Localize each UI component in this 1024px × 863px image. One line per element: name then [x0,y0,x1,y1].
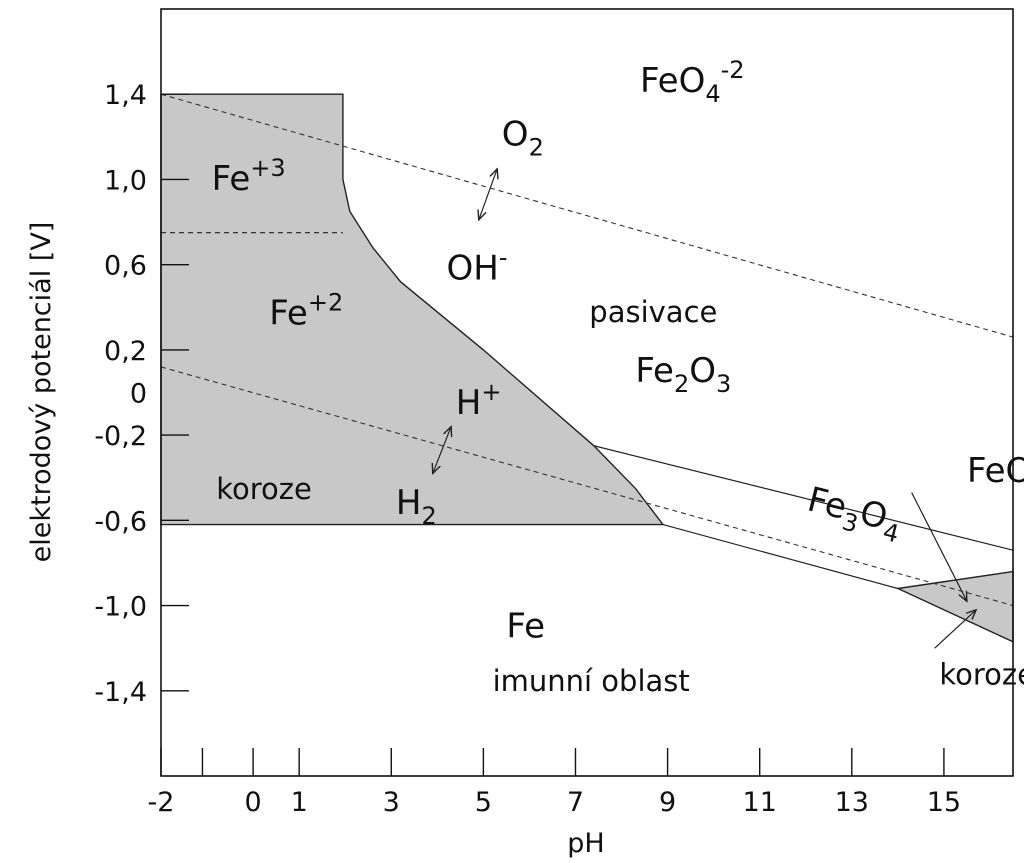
label-hplus: H+ [456,378,502,423]
y-tick-label: -1,0 [94,592,147,623]
label-fe3: Fe+3 [212,154,286,199]
h2-arrow [433,427,451,474]
region-labels: Fe+3 Fe+2 koroze O2 OH- H+ H2 FeO4-2 pasivace Fe2… [212,56,1024,698]
koroze2-arrow [934,610,976,649]
y-tick-label: 0,2 [104,336,147,367]
x-tick-label: 1 [291,787,308,818]
y-tick-label: -1,4 [94,677,147,708]
boundary-line [662,524,899,590]
x-tick-label: -2 [148,787,175,818]
feo2h-arrow [911,492,967,602]
ticks: -2 0 1 3 5 7 9 11 13 151,41,00,60,20-0,2-0,6-1,0-… [94,80,961,818]
label-koroze1: koroze [216,472,312,506]
o2-arrow [479,169,497,220]
x-tick-label: 5 [475,787,492,818]
x-tick-label: 7 [567,787,584,818]
x-tick-label: 9 [659,787,676,818]
label-imunni: imunní oblast [493,664,690,698]
plot-frame [160,8,1014,777]
regions [160,93,1014,643]
x-tick-label: 15 [927,787,961,818]
label-fe2o3: Fe2O3 [635,351,731,398]
water-line-o2 [160,93,1014,338]
water-line-h2 [160,366,1014,607]
y-tick-label: -0,2 [94,421,147,452]
label-fe2: Fe+2 [269,288,343,333]
label-fe: Fe [506,607,545,647]
label-fe3o4: Fe3O4 [802,480,906,549]
corrosion-region-acidic [160,93,665,526]
label-o2: O2 [502,114,544,161]
label-pasivace: pasivace [589,295,717,329]
arrows [433,169,976,649]
boundary-lines [160,93,1014,607]
x-axis-title: pH [567,828,604,859]
label-koroze2: koroze [939,657,1024,691]
x-tick-label: 3 [383,787,400,818]
label-h2: H2 [396,483,437,530]
y-tick-label: 0 [130,379,147,410]
x-tick-label: 11 [743,787,777,818]
axes [160,8,1014,777]
y-tick-label: 1,0 [104,165,147,196]
y-tick-label: 0,6 [104,251,147,282]
x-tick-label: 0 [245,787,262,818]
x-tick-label: 13 [835,787,869,818]
label-feo2h: FeO2H- [967,446,1024,498]
y-tick-label: -0,6 [94,506,147,537]
label-oh: OH- [447,244,508,289]
label-feo4: FeO4-2 [640,56,745,108]
boundary-line [593,445,1014,551]
y-tick-label: 1,4 [104,80,147,111]
y-axis-title: elektrodový potenciál [V] [26,222,57,563]
